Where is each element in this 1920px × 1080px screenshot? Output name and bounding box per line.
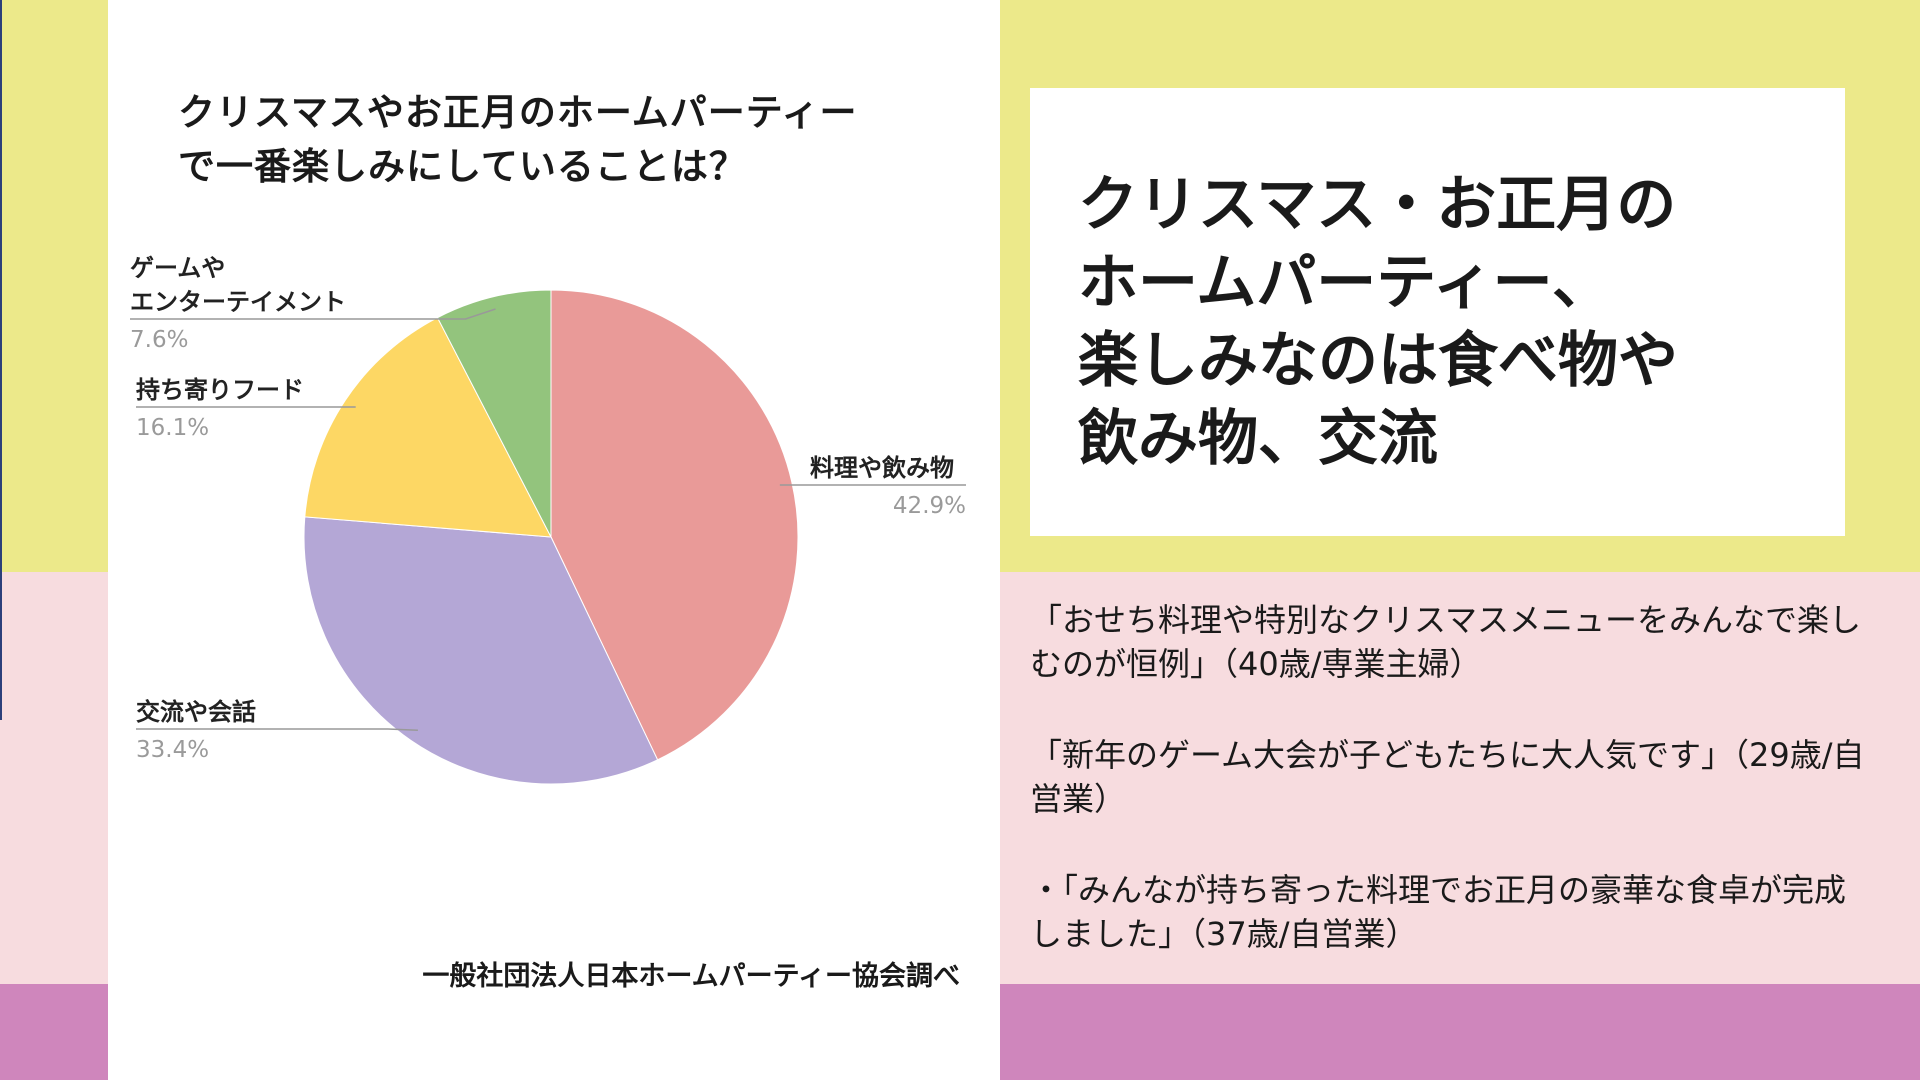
slice-label: 料理や飲み物 — [810, 454, 954, 482]
quote-3: ・「みんなが持ち寄った料理でお正月の豪華な食卓が完成しました」（37歳/自営業） — [1030, 871, 1847, 953]
chart-panel: クリスマスやお正月のホームパーティー で一番楽しみにしていることは？ 料理や飲み… — [108, 0, 1000, 1080]
quote-2: 「新年のゲーム大会が子どもたちに大人気です」（29歳/自営業） — [1030, 736, 1865, 818]
quote-1: 「おせち料理や特別なクリスマスメニューをみんなで楽しむのが恒例」（40歳/専業主… — [1030, 601, 1862, 683]
slice-percent-label: 42.9% — [893, 493, 966, 519]
slice-label: エンターテイメント — [130, 288, 346, 316]
pie-slice — [436, 289, 552, 538]
slice-label: ゲームや — [130, 254, 225, 282]
pie-slice — [304, 316, 552, 538]
slice-percent-label: 7.6% — [130, 327, 188, 353]
headline: クリスマス・お正月の ホームパーティー、 楽しみなのは食べ物や 飲み物、交流 — [1078, 170, 1678, 474]
left-edge-stripe — [0, 0, 2, 720]
pie-slice — [550, 289, 799, 761]
leader-line — [130, 308, 496, 320]
pie-chart: 料理や飲み物 42.9% 交流や会話 33.4% 持ち寄りフード 16.1% ゲームやエンタ… — [130, 254, 966, 785]
slice-label: 交流や会話 — [136, 698, 256, 726]
chart-title-line: で一番楽しみにしていることは？ — [178, 145, 747, 188]
leader-line — [136, 728, 418, 731]
source-note: 一般社団法人日本ホームパーティー協会調べ — [422, 961, 960, 992]
headline-box: クリスマス・お正月の ホームパーティー、 楽しみなのは食べ物や 飲み物、交流 — [1030, 88, 1845, 536]
chart-title-line: クリスマスやお正月のホームパーティー — [178, 91, 858, 134]
chart-title: クリスマスやお正月のホームパーティー で一番楽しみにしていることは？ — [178, 86, 978, 194]
slice-percent-label: 33.4% — [136, 737, 209, 763]
pie-slice — [303, 516, 659, 785]
slice-percent-label: 16.1% — [136, 415, 209, 441]
slice-label: 持ち寄りフード — [136, 376, 304, 404]
